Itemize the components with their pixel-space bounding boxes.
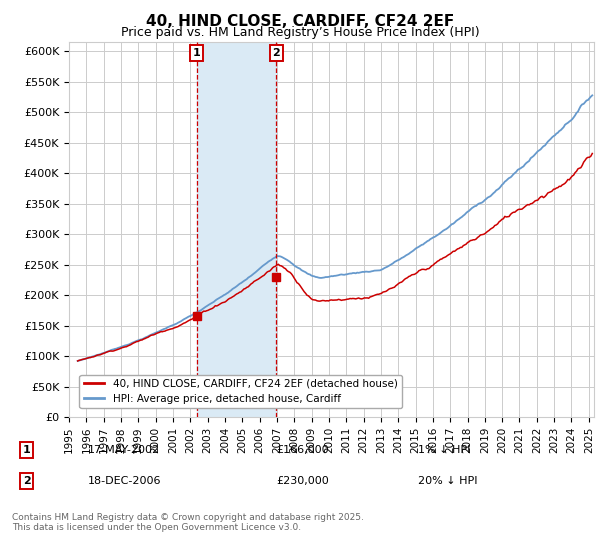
Text: 20% ↓ HPI: 20% ↓ HPI <box>418 476 477 486</box>
Text: 2: 2 <box>23 476 31 486</box>
Text: £166,000: £166,000 <box>277 445 329 455</box>
Text: 18-DEC-2006: 18-DEC-2006 <box>88 476 162 486</box>
Text: Contains HM Land Registry data © Crown copyright and database right 2025.
This d: Contains HM Land Registry data © Crown c… <box>12 513 364 532</box>
Text: 2: 2 <box>272 48 280 58</box>
Text: £230,000: £230,000 <box>277 476 329 486</box>
Text: 1: 1 <box>23 445 31 455</box>
Text: 40, HIND CLOSE, CARDIFF, CF24 2EF: 40, HIND CLOSE, CARDIFF, CF24 2EF <box>146 14 454 29</box>
Text: 17-MAY-2002: 17-MAY-2002 <box>88 445 160 455</box>
Text: Price paid vs. HM Land Registry’s House Price Index (HPI): Price paid vs. HM Land Registry’s House … <box>121 26 479 39</box>
Text: 1: 1 <box>193 48 200 58</box>
Bar <box>197 42 276 417</box>
Text: 1% ↓ HPI: 1% ↓ HPI <box>418 445 470 455</box>
Legend: 40, HIND CLOSE, CARDIFF, CF24 2EF (detached house), HPI: Average price, detached: 40, HIND CLOSE, CARDIFF, CF24 2EF (detac… <box>79 375 402 408</box>
